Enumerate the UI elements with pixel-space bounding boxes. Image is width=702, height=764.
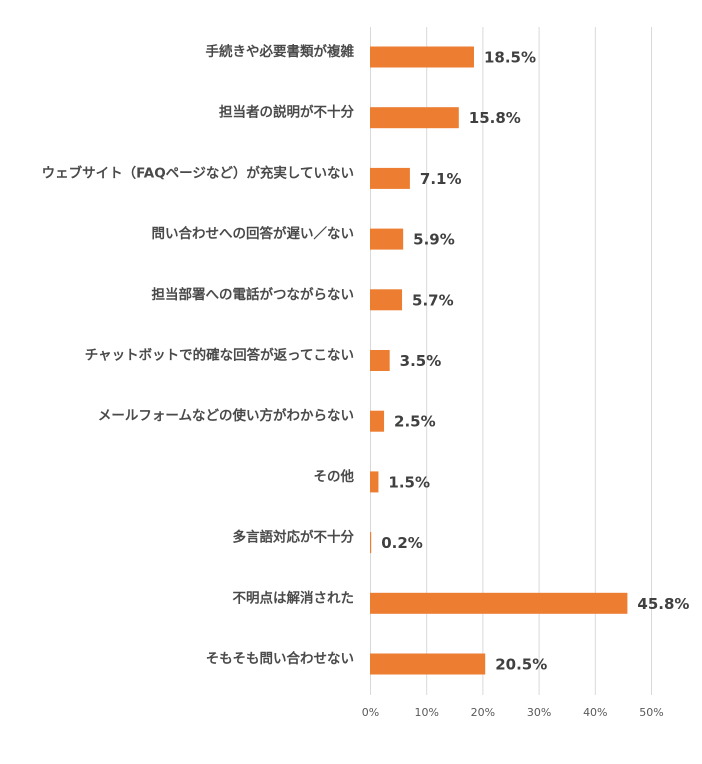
bar: [370, 350, 390, 371]
data-label: 15.8%: [469, 109, 521, 127]
category-label: 担当者の説明が不十分: [219, 104, 354, 121]
bar: [370, 168, 410, 189]
category-label: 問い合わせへの回答が遅い／ない: [152, 225, 355, 242]
x-tick-label: 50%: [639, 706, 663, 719]
category-label: 手続きや必要書類が複雑: [206, 43, 355, 60]
bar: [370, 229, 403, 250]
x-tick-label: 10%: [414, 706, 438, 719]
x-tick-label: 0%: [362, 706, 379, 719]
data-label: 20.5%: [495, 656, 547, 674]
bar: [370, 411, 384, 432]
category-label: 多言語対応が不十分: [233, 529, 355, 546]
category-label: 不明点は解消された: [233, 589, 355, 606]
category-label: そもそも問い合わせない: [206, 650, 354, 667]
bar: [370, 289, 402, 310]
data-label: 18.5%: [484, 49, 536, 67]
category-label: その他: [314, 468, 355, 485]
category-label: メールフォームなどの使い方がわからない: [98, 407, 354, 424]
data-label: 7.1%: [420, 170, 462, 188]
data-label: 5.9%: [413, 231, 455, 249]
data-label: 2.5%: [394, 413, 436, 431]
bar: [370, 532, 371, 553]
bar: [370, 47, 474, 68]
bar: [370, 471, 378, 492]
category-label: ウェブサイト（FAQページなど）が充実していない: [42, 164, 354, 181]
data-label: 3.5%: [400, 352, 442, 370]
data-label: 0.2%: [381, 534, 423, 552]
bar: [370, 593, 627, 614]
x-axis-ticks: 0% 10% 20% 30% 40% 50%: [362, 706, 664, 719]
bar: [370, 654, 485, 675]
data-labels: 18.5% 15.8% 7.1% 5.9% 5.7% 3.5% 2.5% 1.5% 0.2% 45…: [381, 49, 689, 674]
data-label: 1.5%: [388, 473, 430, 491]
category-label: 担当部署への電話がつながらない: [152, 286, 355, 303]
data-label: 45.8%: [637, 595, 689, 613]
x-tick-label: 30%: [527, 706, 551, 719]
category-labels: 手続きや必要書類が複雑担当者の説明が不十分ウェブサイト（FAQページなど）が充実…: [42, 43, 355, 667]
category-label: チャットボットで的確な回答が返ってこない: [85, 347, 354, 364]
x-tick-label: 20%: [471, 706, 495, 719]
x-tick-label: 40%: [583, 706, 607, 719]
data-label: 5.7%: [412, 291, 454, 309]
bar: [370, 107, 459, 128]
